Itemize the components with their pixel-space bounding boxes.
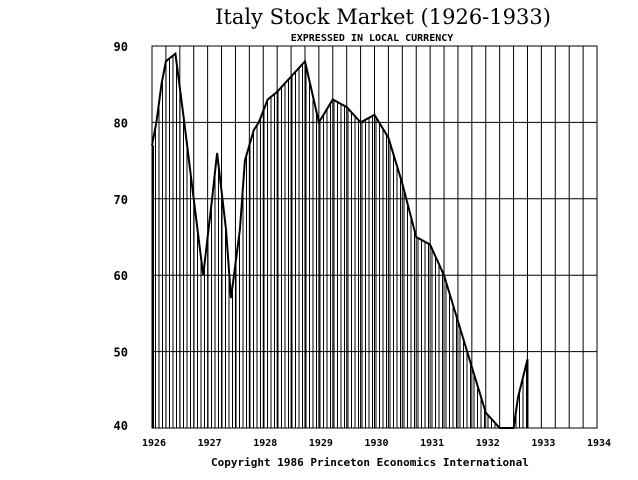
y-tick-label: 50 — [114, 346, 128, 360]
copyright-footer: Copyright 1986 Princeton Economics Inter… — [211, 456, 529, 469]
y-tick-label: 80 — [114, 116, 128, 130]
x-tick-label: 1930 — [364, 438, 388, 449]
chart-title: Italy Stock Market (1926-1933) — [215, 5, 551, 29]
x-tick-label: 1926 — [142, 438, 166, 449]
x-tick-label: 1934 — [587, 438, 611, 449]
series-area-hatch — [151, 55, 529, 428]
y-axis: 40 50 60 70 80 90 — [114, 40, 128, 433]
chart-subtitle: EXPRESSED IN LOCAL CURRENCY — [291, 33, 454, 44]
x-tick-label: 1931 — [420, 438, 444, 449]
x-tick-label: 1933 — [531, 438, 555, 449]
x-axis: 1926 1927 1928 1929 1930 1931 1932 1933 1934 — [142, 438, 611, 449]
y-tick-label: 70 — [114, 193, 128, 207]
plot-frame — [151, 45, 598, 429]
x-tick-label: 1932 — [476, 438, 500, 449]
x-tick-label: 1929 — [309, 438, 333, 449]
y-tick-label: 40 — [114, 419, 128, 433]
x-tick-label: 1927 — [198, 438, 222, 449]
x-tick-label: 1928 — [253, 438, 277, 449]
series-line — [151, 51, 529, 429]
y-tick-label: 90 — [114, 40, 128, 54]
y-tick-label: 60 — [114, 269, 128, 283]
